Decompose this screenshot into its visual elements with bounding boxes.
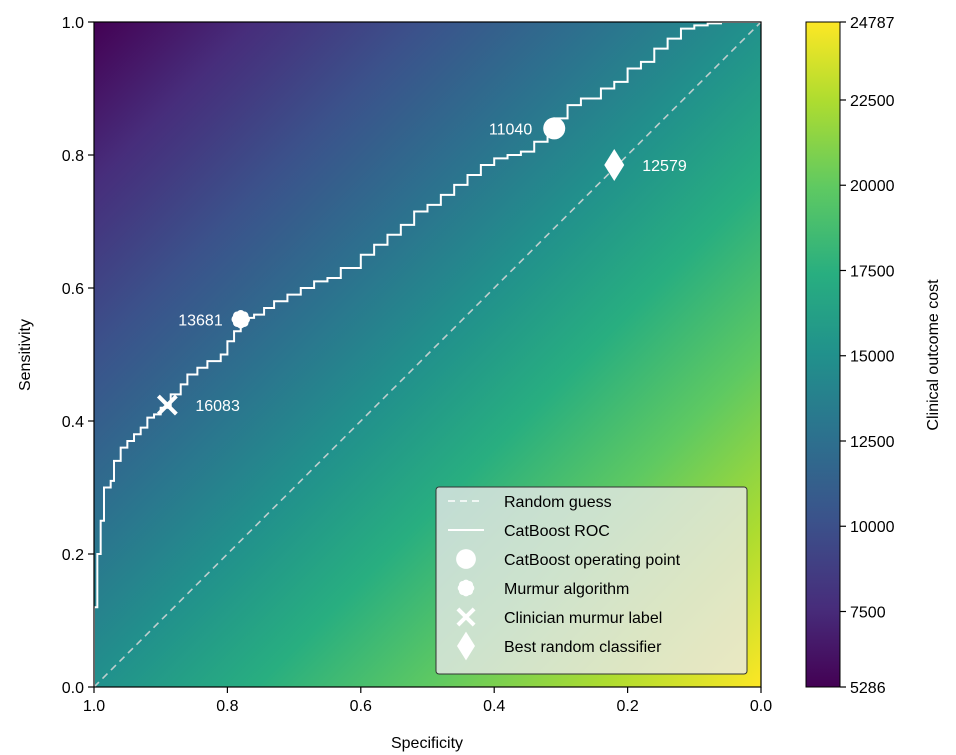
colorbar-tick-label: 15000 bbox=[850, 349, 895, 366]
legend: Random guess CatBoost ROC CatBoost operati… bbox=[435, 486, 748, 675]
colorbar-tick-label: 12500 bbox=[850, 434, 895, 451]
colorbar-gradient-bar bbox=[805, 21, 841, 688]
legend-label-catboost-roc: CatBoost ROC bbox=[504, 523, 610, 540]
y-tick-label: 0.2 bbox=[62, 547, 84, 564]
legend-label-random-guess: Random guess bbox=[504, 494, 612, 511]
marker-murmur-algorithm bbox=[231, 310, 250, 329]
colorbar-tick-label: 5286 bbox=[850, 680, 886, 697]
y-tick-label: 0.6 bbox=[62, 281, 84, 298]
plot-frame bbox=[93, 21, 762, 688]
point-annotation-best-random-classifier: 12579 bbox=[642, 158, 687, 175]
legend-swatch-murmur-algorithm bbox=[457, 579, 475, 597]
x-tick-label: 0.2 bbox=[616, 698, 638, 715]
y-axis-title: Sensitivity bbox=[17, 319, 34, 391]
markers: 11040 13681 16083 12579 bbox=[156, 117, 687, 416]
legend-swatch-catboost-operating-point bbox=[456, 549, 476, 569]
legend-swatch-clinician-murmur-label bbox=[456, 607, 476, 627]
x-tick-label: 0.6 bbox=[350, 698, 372, 715]
legend-box bbox=[435, 486, 748, 675]
x-axis: 1.0 0.8 0.6 0.4 0.2 0.0 bbox=[83, 687, 772, 715]
legend-swatch-best-random-classifier bbox=[457, 631, 475, 661]
x-axis-title: Specificity bbox=[391, 735, 463, 752]
colorbar-tick-label: 20000 bbox=[850, 178, 895, 195]
y-tick-label: 0.4 bbox=[62, 414, 84, 431]
colorbar: 5286 7500 10000 12500 15000 17500 20000 22500 24… bbox=[805, 15, 895, 697]
series-line-catboost-roc bbox=[94, 22, 761, 687]
marker-murmur-algorithm-center bbox=[235, 314, 246, 325]
x-tick-label: 0.4 bbox=[483, 698, 505, 715]
legend-label-clinician-murmur-label: Clinician murmur label bbox=[504, 610, 662, 627]
x-tick-label: 1.0 bbox=[83, 698, 105, 715]
point-annotation-murmur-algorithm: 13681 bbox=[178, 312, 223, 329]
colorbar-title: Clinical outcome cost bbox=[925, 279, 942, 431]
marker-catboost-operating-point bbox=[543, 117, 566, 140]
y-tick-label: 0.0 bbox=[62, 680, 84, 697]
legend-label-murmur-algorithm: Murmur algorithm bbox=[504, 581, 629, 598]
colorbar-tick-label: 7500 bbox=[850, 605, 886, 622]
y-axis: 0.0 0.2 0.4 0.6 0.8 1.0 bbox=[62, 15, 94, 697]
marker-clinician-murmur-label bbox=[156, 394, 178, 416]
legend-label-best-random-classifier: Best random classifier bbox=[504, 639, 662, 656]
point-annotation-clinician-murmur-label: 16083 bbox=[195, 398, 240, 415]
colorbar-tick-label: 22500 bbox=[850, 93, 895, 110]
plot-area bbox=[94, 22, 761, 687]
x-tick-label: 0.8 bbox=[216, 698, 238, 715]
colorbar-tick-label: 17500 bbox=[850, 263, 895, 280]
colorbar-tick-label: 24787 bbox=[850, 15, 895, 32]
series-line-random-guess bbox=[94, 22, 761, 687]
point-annotation-catboost-operating-point: 11040 bbox=[489, 121, 532, 138]
y-tick-label: 1.0 bbox=[62, 15, 84, 32]
marker-best-random-classifier bbox=[604, 148, 625, 181]
colorbar-tick-label: 10000 bbox=[850, 519, 895, 536]
legend-swatch-murmur-algorithm-center bbox=[461, 583, 471, 593]
legend-label-catboost-operating-point: CatBoost operating point bbox=[504, 552, 681, 569]
y-tick-label: 0.8 bbox=[62, 148, 84, 165]
x-tick-label: 0.0 bbox=[750, 698, 772, 715]
